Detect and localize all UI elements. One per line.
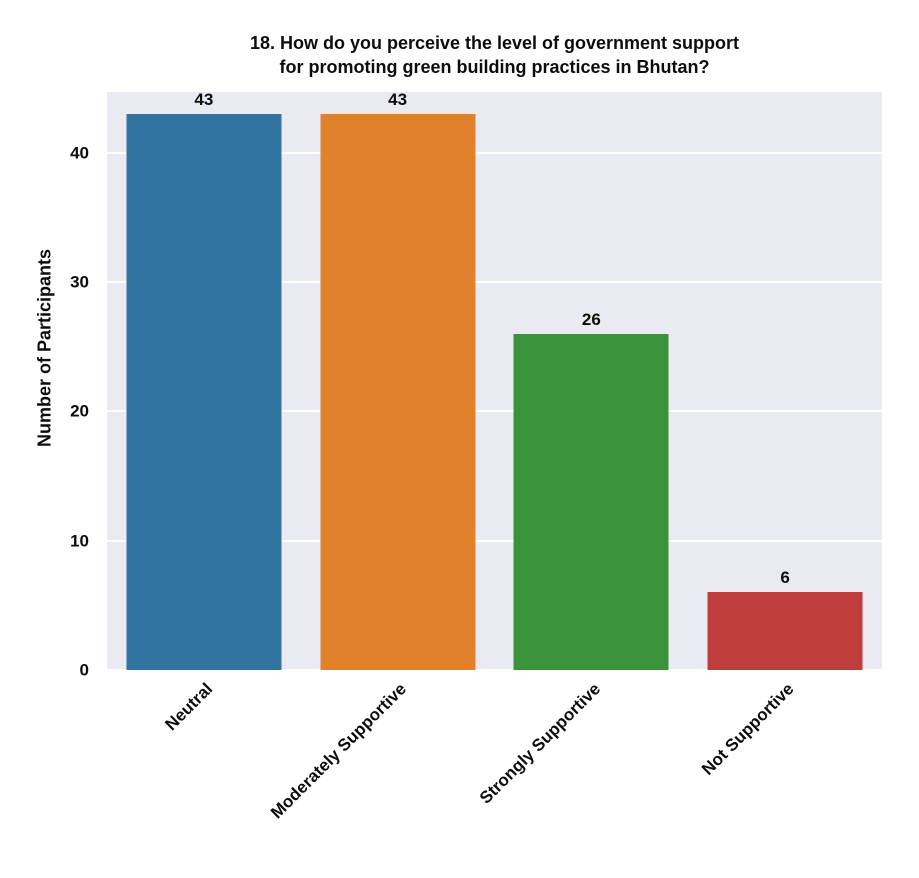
bar-not-supportive (707, 592, 863, 670)
gridline (107, 539, 882, 542)
bar-value-label-moderately-supportive: 43 (388, 89, 408, 109)
x-tick-label-neutral: Neutral (161, 679, 217, 735)
y-axis-label: Number of Participants (34, 248, 55, 448)
chart-title: 18. How do you perceive the level of gov… (249, 33, 740, 78)
x-tick-label-not-supportive: Not Supportive (698, 679, 798, 779)
bar-value-label-not-supportive: 6 (780, 568, 790, 588)
y-tick-label: 30 (70, 272, 89, 292)
x-tick-label-strongly-supportive: Strongly Supportive (475, 679, 605, 808)
gridline (107, 281, 882, 284)
x-tick-label-moderately-supportive: Moderately Supportive (267, 679, 411, 823)
bar-value-label-neutral: 43 (194, 89, 214, 109)
y-tick-label: 40 (70, 143, 89, 163)
gridline (107, 151, 882, 154)
bar-value-label-strongly-supportive: 26 (581, 309, 601, 329)
plot-area: 0 10 20 30 40 43 43 26 6 (70, 89, 882, 679)
y-tick-label: 20 (70, 401, 89, 421)
y-tick-label: 0 (79, 660, 89, 680)
bar-neutral (126, 113, 282, 670)
bar-strongly-supportive (513, 333, 669, 670)
y-tick-label: 10 (70, 531, 89, 551)
bar-moderately-supportive (320, 113, 476, 670)
gridline (107, 410, 882, 413)
x-axis-tick-area: Neutral Moderately Supportive Strongly Sup… (107, 670, 882, 878)
gridline (107, 669, 882, 671)
